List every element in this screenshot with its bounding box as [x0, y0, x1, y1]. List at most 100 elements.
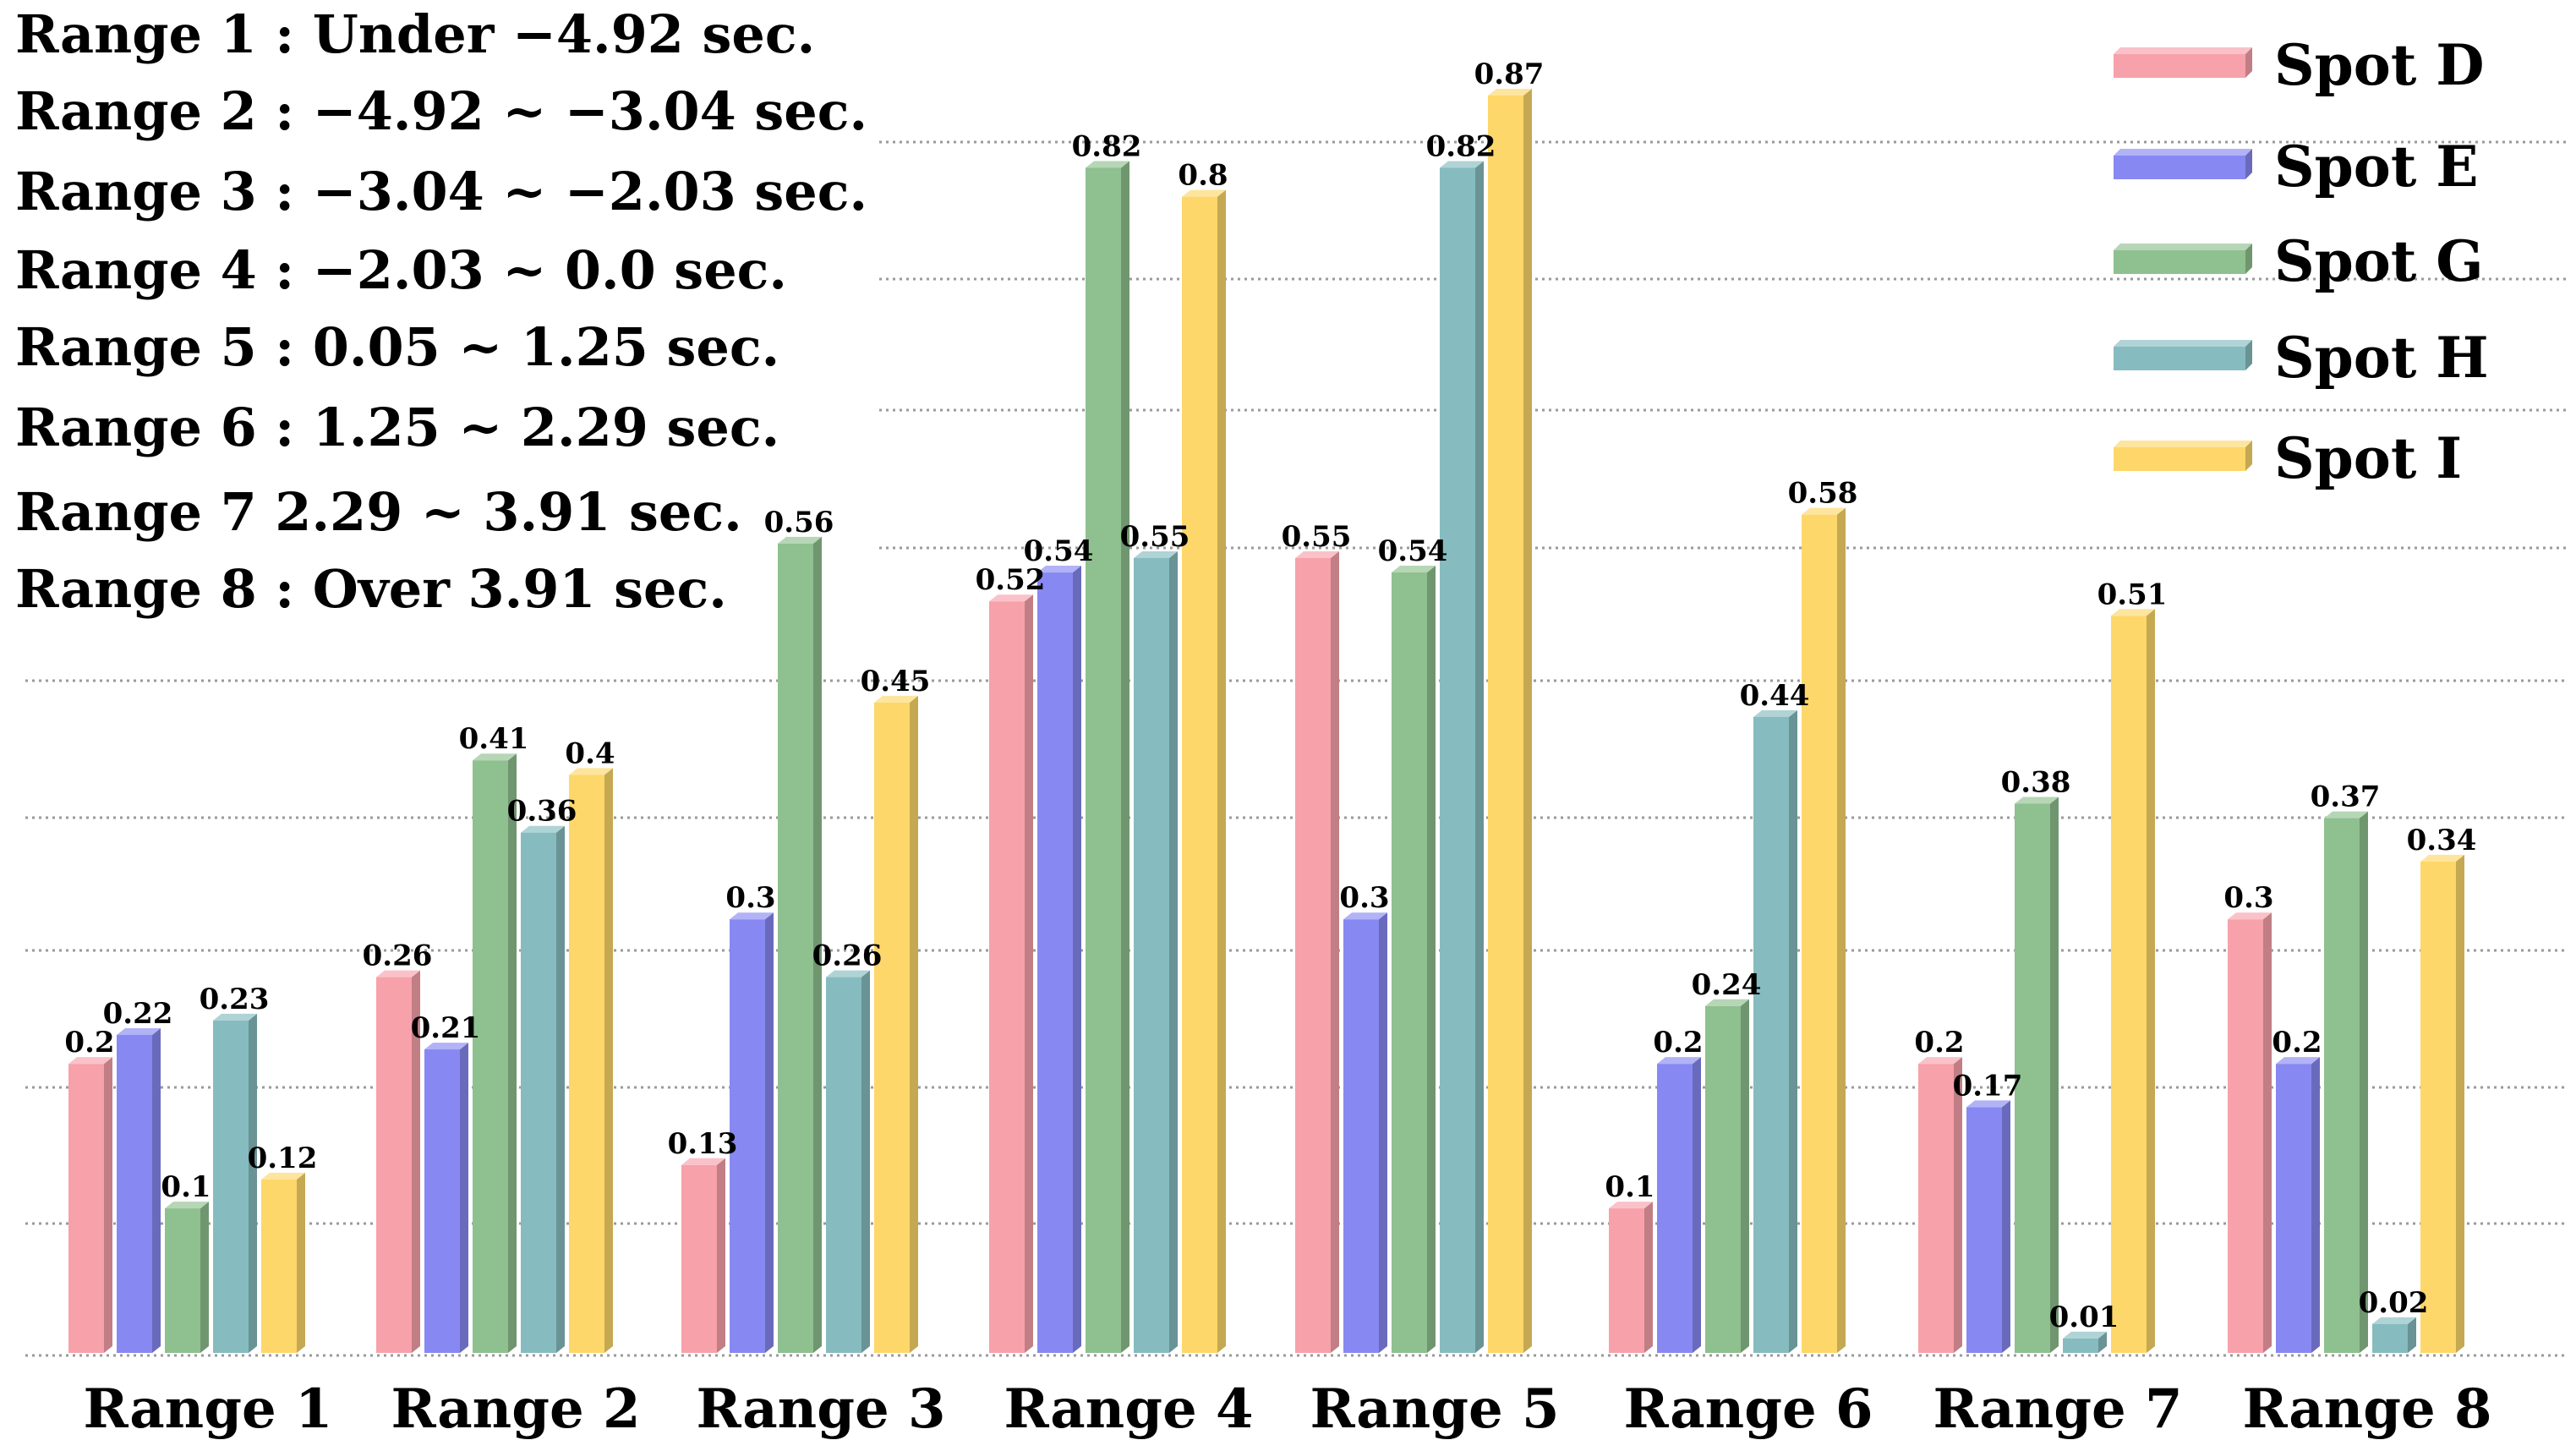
bar-front [1705, 1005, 1741, 1353]
bar-front [2015, 803, 2050, 1353]
legend-swatch-top [2114, 149, 2252, 156]
x-tick-label: Range 4 [1004, 1377, 1254, 1441]
bar-front [1802, 514, 1837, 1353]
data-label: 0.2 [64, 1026, 114, 1060]
data-label: 0.56 [764, 506, 834, 539]
range-definition: Range 7 2.29 ~ 3.91 sec. [15, 481, 742, 543]
data-label: 0.2 [2272, 1026, 2322, 1060]
bar-side [2360, 811, 2368, 1353]
legend-item-spot-h: Spot H [2114, 325, 2489, 391]
bar-top [1134, 550, 1178, 558]
bar-spot-g-range-4 [1086, 161, 1129, 1354]
bar-side [717, 1158, 725, 1353]
bar-top [1037, 566, 1081, 573]
bar-top [2372, 1317, 2416, 1324]
bar-front [874, 702, 910, 1353]
legend-label: Spot I [2274, 425, 2462, 491]
bar-top [730, 912, 774, 920]
bar-top [1966, 1100, 2010, 1108]
bar-front [681, 1164, 717, 1353]
bar-front [2228, 919, 2263, 1353]
bar-top [2063, 1331, 2107, 1339]
legend-label: Spot E [2274, 134, 2479, 200]
bar-top [2420, 854, 2464, 862]
data-label: 0.54 [1024, 534, 1094, 568]
bar-top [1802, 507, 1846, 515]
x-tick-label: Range 7 [1933, 1377, 2183, 1441]
legend-swatch [2114, 347, 2245, 370]
data-label: 0.26 [363, 939, 433, 973]
legend: Spot D Spot E Spot G Spot H Spot I [2114, 32, 2489, 491]
legend-swatch [2114, 156, 2245, 179]
bar-side [249, 1013, 257, 1353]
bar-side [1331, 550, 1339, 1353]
data-label: 0.3 [725, 881, 775, 915]
bar-top [2324, 811, 2368, 819]
bar-front [1657, 1064, 1693, 1353]
bar-top [874, 695, 918, 703]
legend-swatch-top [2114, 47, 2252, 54]
bar-spot-d-range-8 [2228, 912, 2272, 1353]
bar-front [2372, 1323, 2408, 1353]
bar-side [412, 970, 420, 1353]
data-label: 0.1 [161, 1170, 211, 1204]
bar-side [2050, 797, 2059, 1353]
bar-top [1918, 1057, 1962, 1065]
bar-spot-e-range-5 [1343, 912, 1387, 1353]
bar-spot-g-range-5 [1392, 566, 1436, 1353]
bar-spot-e-range-1 [117, 1027, 161, 1353]
bar-side [2263, 912, 2272, 1353]
data-label: 0.3 [2223, 881, 2273, 915]
bar-spot-i-range-1 [261, 1172, 305, 1353]
legend-label: Spot H [2274, 325, 2489, 391]
bar-top [1488, 89, 1532, 96]
bar-spot-d-range-2 [376, 970, 420, 1353]
bar-front [2111, 616, 2147, 1353]
data-label: 0.26 [812, 939, 883, 973]
bar-top [2111, 609, 2155, 616]
bar-front [2324, 818, 2360, 1353]
data-label: 0.01 [2049, 1300, 2119, 1334]
bar-front [165, 1208, 200, 1353]
x-tick-label: Range 3 [697, 1377, 946, 1441]
bar-front [1392, 572, 1427, 1353]
bar-spot-d-range-6 [1609, 1202, 1653, 1353]
bar-front [1037, 572, 1073, 1353]
bar-front [1918, 1064, 1954, 1353]
data-label: 0.54 [1378, 534, 1448, 568]
legend-swatch [2114, 250, 2245, 274]
data-label: 0.51 [2097, 578, 2168, 611]
bar-front [1753, 716, 1789, 1353]
range-definitions: Range 1 : Under −4.92 sec. Range 2 : −4.9… [15, 3, 867, 620]
bar-top [778, 536, 822, 544]
bar-top [117, 1027, 161, 1035]
legend-swatch-side [2245, 244, 2252, 274]
bar-top [213, 1013, 257, 1021]
bar-side [910, 695, 918, 1353]
bar-front [1966, 1107, 2002, 1353]
bar-front [213, 1020, 249, 1353]
legend-swatch-top [2114, 441, 2252, 447]
bar-front [1134, 557, 1169, 1353]
bar-top [1657, 1057, 1701, 1065]
bar-side [1169, 550, 1178, 1353]
bar-top [424, 1043, 468, 1050]
bar-top [165, 1202, 209, 1209]
bar-front [1440, 167, 1475, 1354]
x-tick-label: Range 1 [84, 1377, 333, 1441]
legend-item-spot-g: Spot G [2114, 228, 2484, 294]
data-label: 0.12 [248, 1142, 318, 1175]
bar-front [778, 543, 813, 1353]
range-definition: Range 4 : −2.03 ~ 0.0 sec. [15, 239, 787, 301]
bar-side [1837, 507, 1846, 1353]
bar-side [1954, 1057, 1962, 1353]
data-label: 0.2 [1653, 1026, 1703, 1060]
x-tick-label: Range 6 [1624, 1377, 1873, 1441]
bar-side [1427, 566, 1436, 1353]
bar-side [1644, 1202, 1653, 1353]
bar-side [2311, 1057, 2320, 1353]
bar-side [2098, 1331, 2107, 1353]
bar-front [261, 1179, 297, 1353]
bar-side [1217, 189, 1226, 1353]
